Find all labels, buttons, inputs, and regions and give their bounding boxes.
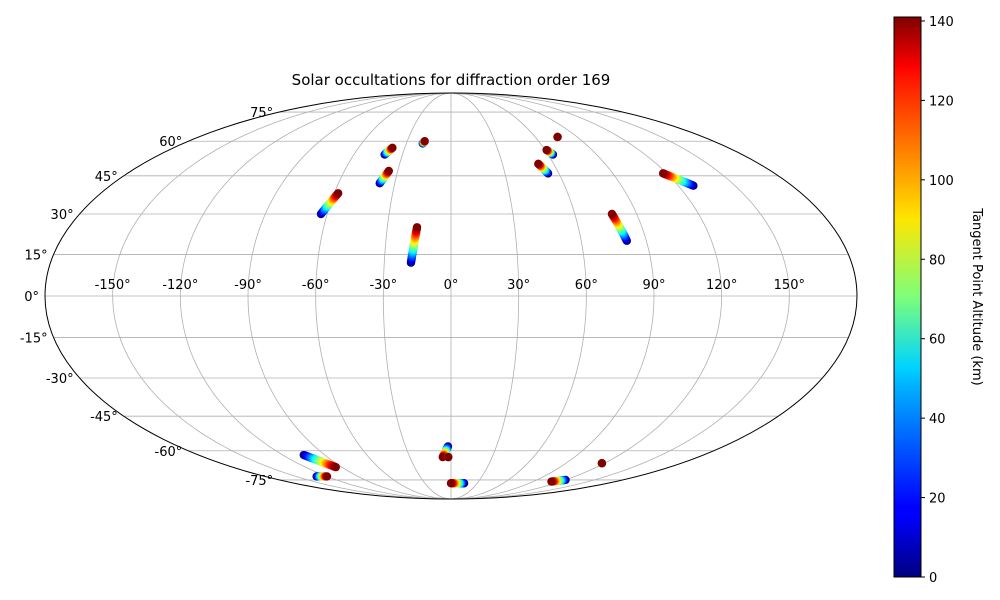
latitude-tick-label: 15°: [25, 248, 48, 263]
occultation-point: [658, 169, 668, 178]
longitude-tick-label: 60°: [575, 278, 598, 293]
longitude-tick-label: -90°: [234, 278, 262, 293]
occultation-point: [547, 477, 556, 486]
latitude-tick-label: 45°: [95, 170, 118, 185]
longitude-tick-label: 150°: [774, 278, 805, 293]
occultation-point: [420, 137, 429, 146]
colorbar-tick-label: 100: [929, 174, 954, 189]
meridian-line: [382, 93, 452, 499]
longitude-tick-label: 0°: [444, 278, 459, 293]
longitude-tick-label: -60°: [302, 278, 330, 293]
map-boundary: [44, 92, 858, 500]
meridian-line: [450, 93, 723, 499]
meridian-line: [450, 93, 587, 499]
latitude-tick-label: 75°: [250, 106, 273, 121]
meridian-line: [450, 93, 655, 499]
colorbar-label: Tangent Point Altitude (km): [969, 207, 984, 385]
meridian-line: [450, 93, 790, 499]
latitude-tick-label: -60°: [155, 445, 183, 460]
longitude-tick-label: -120°: [162, 278, 198, 293]
meridian-line: [450, 93, 520, 499]
colorbar-tick-label: 80: [929, 253, 946, 268]
latitude-tick-label: -75°: [245, 474, 273, 489]
latitude-tick-label: 30°: [51, 208, 74, 223]
colorbar-ticks: 0 20 40 60 80 100 120 140: [921, 15, 954, 586]
occultation-point: [333, 189, 343, 198]
meridian-line: [112, 93, 452, 499]
colorbar-tick-label: 60: [929, 333, 946, 348]
graticule: [45, 93, 857, 499]
occultation-point: [553, 132, 562, 142]
occultation-point: [607, 209, 617, 219]
chart-title: Solar occultations for diffraction order…: [292, 71, 611, 89]
occultation-points: [299, 132, 698, 488]
longitude-tick-label: 30°: [507, 278, 530, 293]
longitude-tick-label: 120°: [706, 278, 737, 293]
colorbar-tick-label: 140: [929, 15, 954, 30]
latitude-tick-labels: 75° 60° 45° 30° 15° 0° -15° -30° -45° -60° -75°: [20, 106, 273, 489]
meridian-line: [315, 93, 452, 499]
longitude-tick-labels: -150° -120° -90° -60° -30° 0° 30° 60° 90° 120° 150…: [95, 278, 805, 293]
colorbar-tick-label: 0: [929, 571, 937, 586]
occultation-point: [331, 462, 340, 472]
longitude-tick-label: 90°: [642, 278, 665, 293]
longitude-tick-label: -30°: [369, 278, 397, 293]
colorbar: 0 20 40 60 80 100 120 140 Tangent Point Altitud…: [893, 15, 984, 586]
latitude-tick-label: -30°: [46, 372, 74, 387]
latitude-tick-label: -15°: [20, 332, 48, 347]
latitude-tick-label: 60°: [159, 135, 182, 150]
latitude-tick-label: 0°: [24, 290, 39, 305]
meridian-line: [179, 93, 452, 499]
occultation-point: [322, 472, 332, 481]
occultation-point: [388, 143, 397, 152]
meridian-line: [247, 93, 452, 499]
occultation-point: [444, 452, 453, 462]
colorbar-tick-label: 120: [929, 94, 954, 109]
occultation-point: [597, 459, 607, 468]
occultation-point: [384, 166, 394, 176]
longitude-tick-label: -150°: [95, 278, 131, 293]
occultation-point: [534, 159, 543, 169]
occultation-point: [412, 223, 422, 232]
occultation-point: [446, 479, 456, 488]
colorbar-gradient: [893, 16, 922, 578]
colorbar-tick-label: 20: [929, 492, 946, 507]
colorbar-tick-label: 40: [929, 412, 946, 427]
latitude-tick-label: -45°: [90, 410, 118, 425]
occultation-point: [542, 145, 551, 155]
